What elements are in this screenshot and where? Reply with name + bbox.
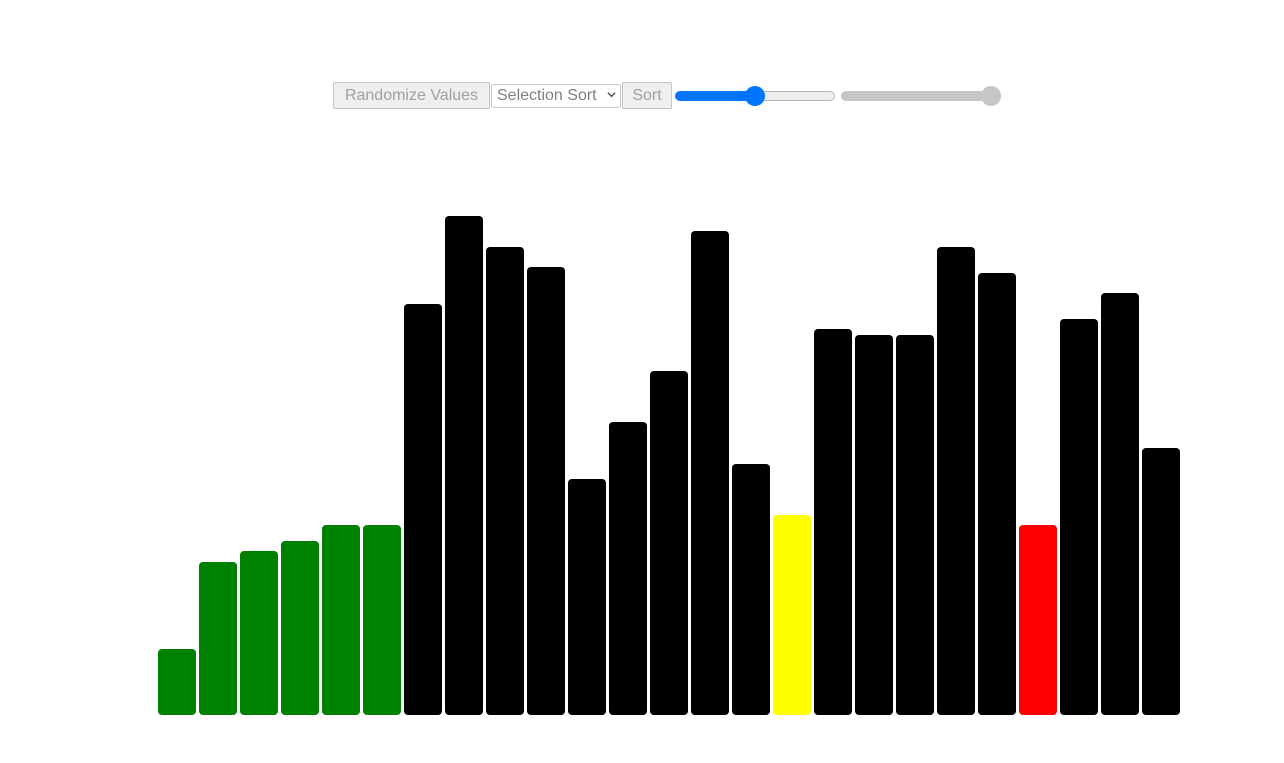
bar-1 (158, 649, 196, 715)
bar-21 (978, 273, 1016, 715)
speed-slider-thumb[interactable] (745, 85, 765, 106)
bar-8 (445, 216, 483, 715)
algorithm-select-value: Selection Sort (497, 86, 597, 104)
bar-5 (322, 525, 360, 715)
bar-16 (773, 515, 811, 715)
array-size-slider[interactable] (841, 85, 1001, 107)
sort-button[interactable]: Sort (622, 82, 672, 109)
speed-slider-fill (675, 90, 755, 101)
bar-13 (650, 371, 688, 715)
controls-toolbar: Randomize Values Selection Sort Sort (333, 82, 1001, 109)
bar-3 (240, 551, 278, 715)
bar-12 (609, 422, 647, 715)
array-size-slider-thumb[interactable] (981, 85, 1001, 106)
bar-17 (814, 329, 852, 715)
bar-2 (199, 562, 237, 715)
bar-20 (937, 247, 975, 715)
bar-19 (896, 335, 934, 715)
chevron-down-icon (607, 91, 616, 97)
bar-25 (1142, 448, 1180, 715)
bar-10 (527, 267, 565, 715)
bar-15 (732, 464, 770, 715)
algorithm-select[interactable]: Selection Sort (491, 83, 621, 108)
bar-4 (281, 541, 319, 715)
bar-7 (404, 304, 442, 715)
speed-slider[interactable] (675, 85, 835, 107)
bar-9 (486, 247, 524, 715)
randomize-values-button[interactable]: Randomize Values (333, 82, 490, 109)
bar-6 (363, 525, 401, 715)
bar-14 (691, 231, 729, 715)
bar-11 (568, 479, 606, 715)
bar-23 (1060, 319, 1098, 715)
bar-24 (1101, 293, 1139, 715)
bar-18 (855, 335, 893, 715)
array-size-slider-fill (841, 90, 991, 101)
bar-22 (1019, 525, 1057, 715)
